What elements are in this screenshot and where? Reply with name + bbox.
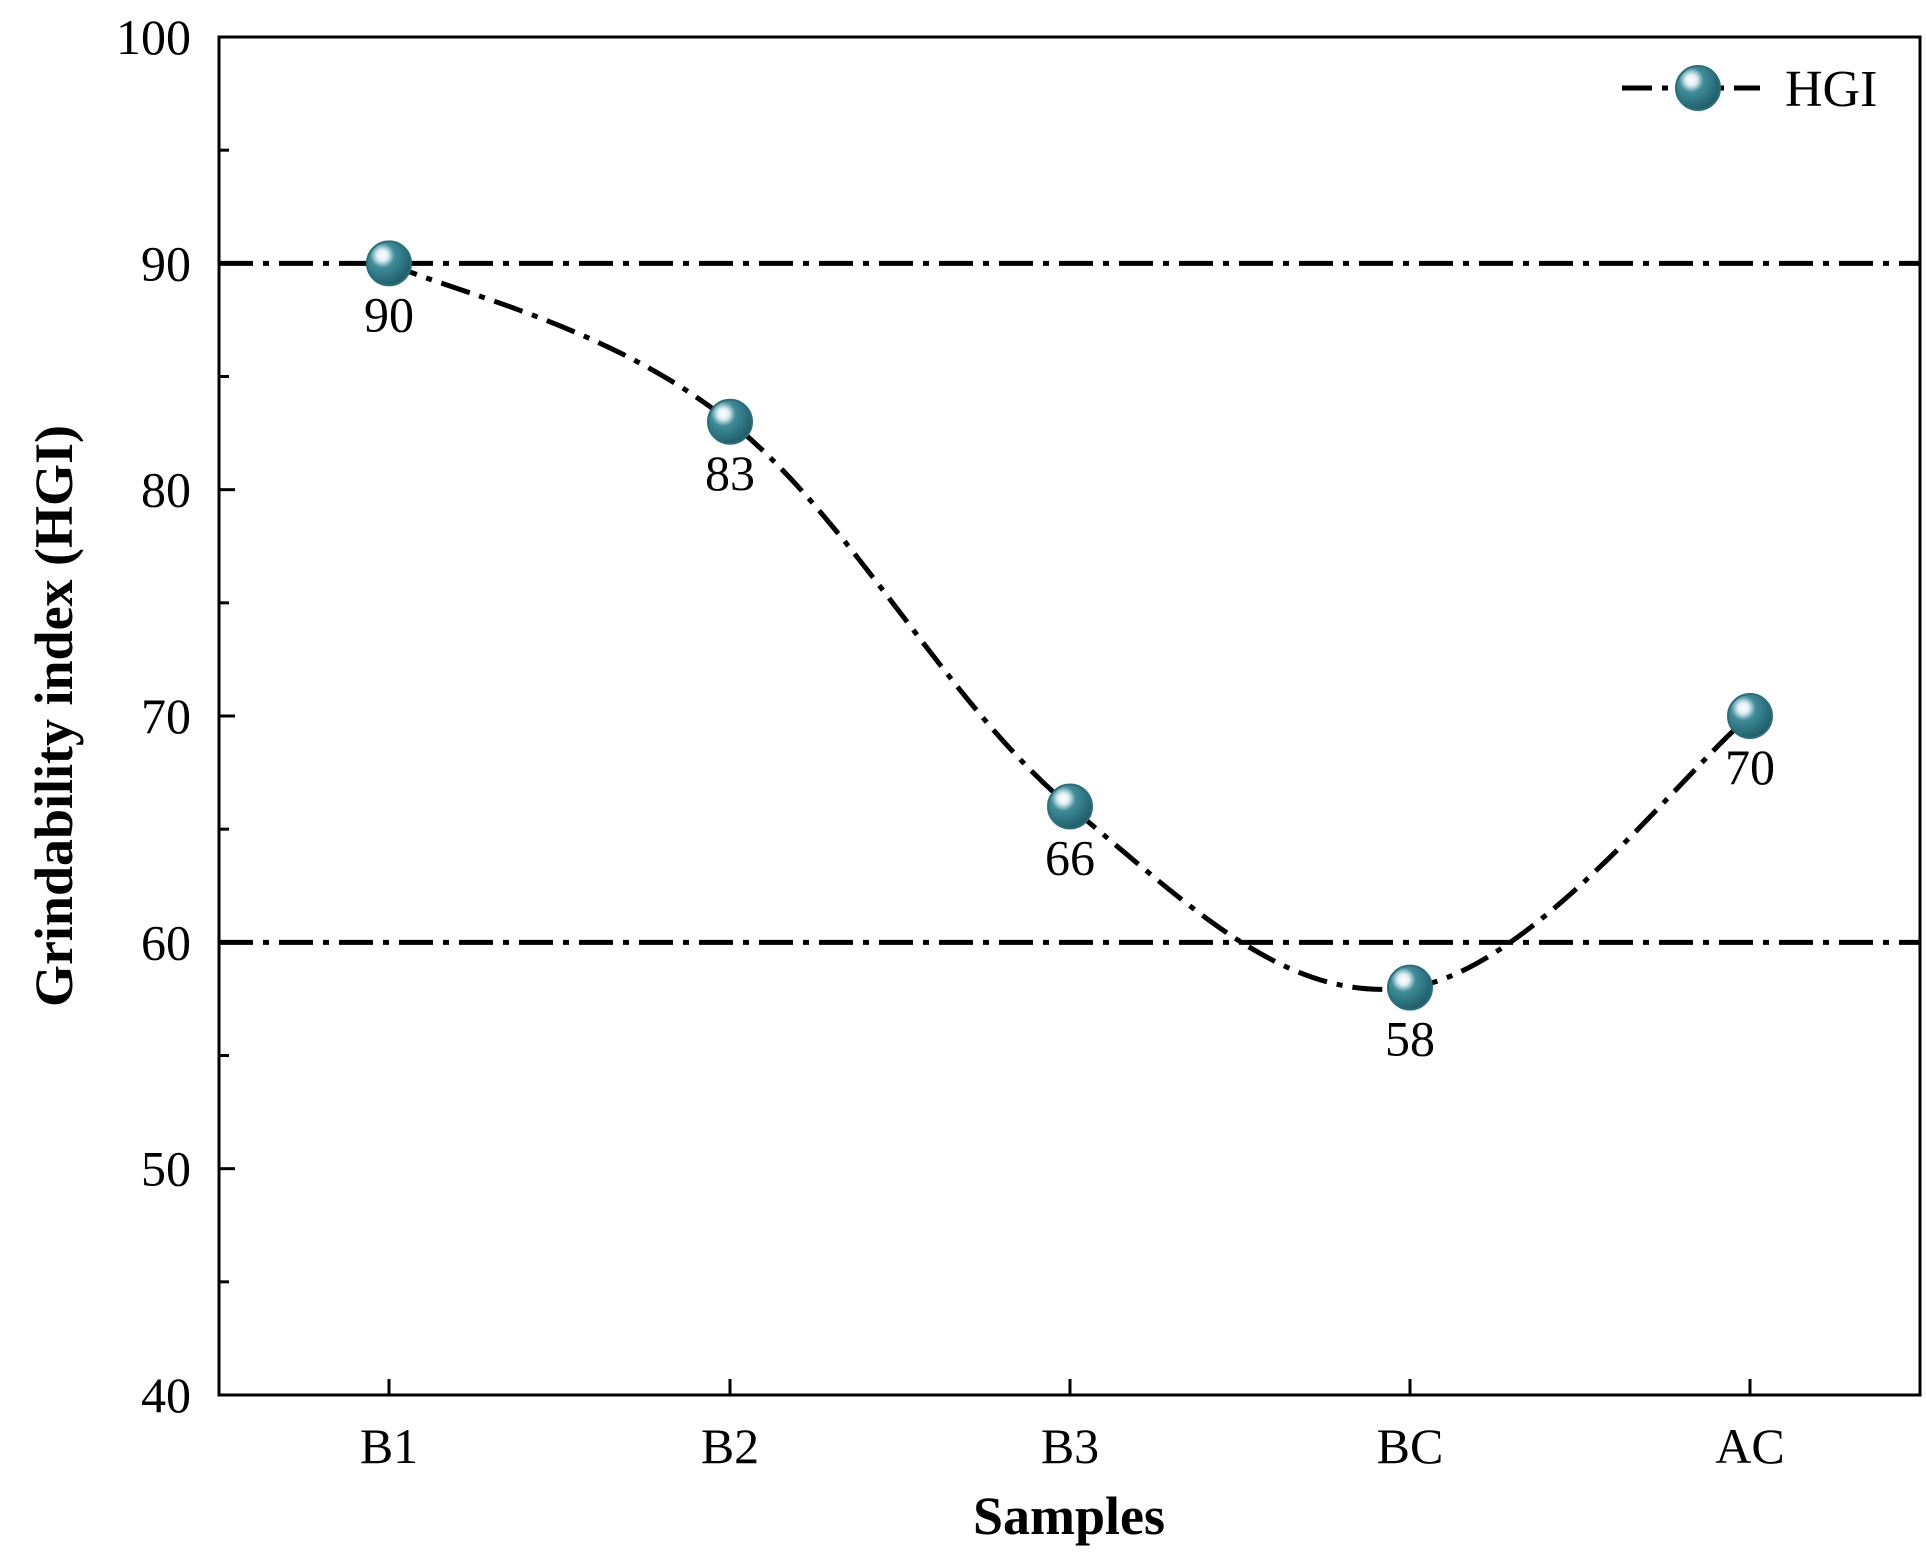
x-tick-label: B2 xyxy=(701,1418,759,1474)
legend-label-hgi: HGI xyxy=(1785,61,1877,118)
data-label-B2: 83 xyxy=(705,445,755,501)
data-label-AC: 70 xyxy=(1725,739,1775,795)
x-axis: B1 B2 B3 BC AC xyxy=(360,1379,1785,1474)
data-point-B1 xyxy=(366,240,412,287)
y-tick-label: 70 xyxy=(141,688,191,744)
data-point-B3 xyxy=(1047,783,1093,830)
data-point-AC xyxy=(1727,693,1773,739)
x-tick-label: B3 xyxy=(1041,1418,1099,1474)
hgi-series: 90 83 66 58 70 xyxy=(364,240,1775,1067)
data-point-BC xyxy=(1387,964,1433,1011)
y-tick-label: 80 xyxy=(141,462,191,518)
data-label-B1: 90 xyxy=(364,286,414,342)
x-tick-label: AC xyxy=(1715,1418,1784,1474)
y-tick-label: 90 xyxy=(141,235,191,291)
legend-marker xyxy=(1675,65,1721,111)
x-tick-label: BC xyxy=(1377,1418,1444,1474)
y-tick-label: 100 xyxy=(116,9,191,65)
y-tick-label: 60 xyxy=(141,914,191,970)
y-axis: 40 50 60 70 80 90 100 xyxy=(116,9,235,1423)
y-axis-title: Grindability index (HGI) xyxy=(24,425,84,1007)
data-label-B3: 66 xyxy=(1045,830,1095,886)
y-tick-label: 50 xyxy=(141,1141,191,1197)
reference-lines xyxy=(219,260,1920,945)
legend: HGI xyxy=(1622,61,1877,118)
x-tick-label: B1 xyxy=(360,1418,418,1474)
x-axis-title: Samples xyxy=(973,1486,1165,1546)
data-point-B2 xyxy=(707,398,753,445)
data-label-BC: 58 xyxy=(1385,1011,1435,1067)
y-tick-label: 40 xyxy=(141,1367,191,1423)
plot-area-frame xyxy=(217,35,1922,1397)
